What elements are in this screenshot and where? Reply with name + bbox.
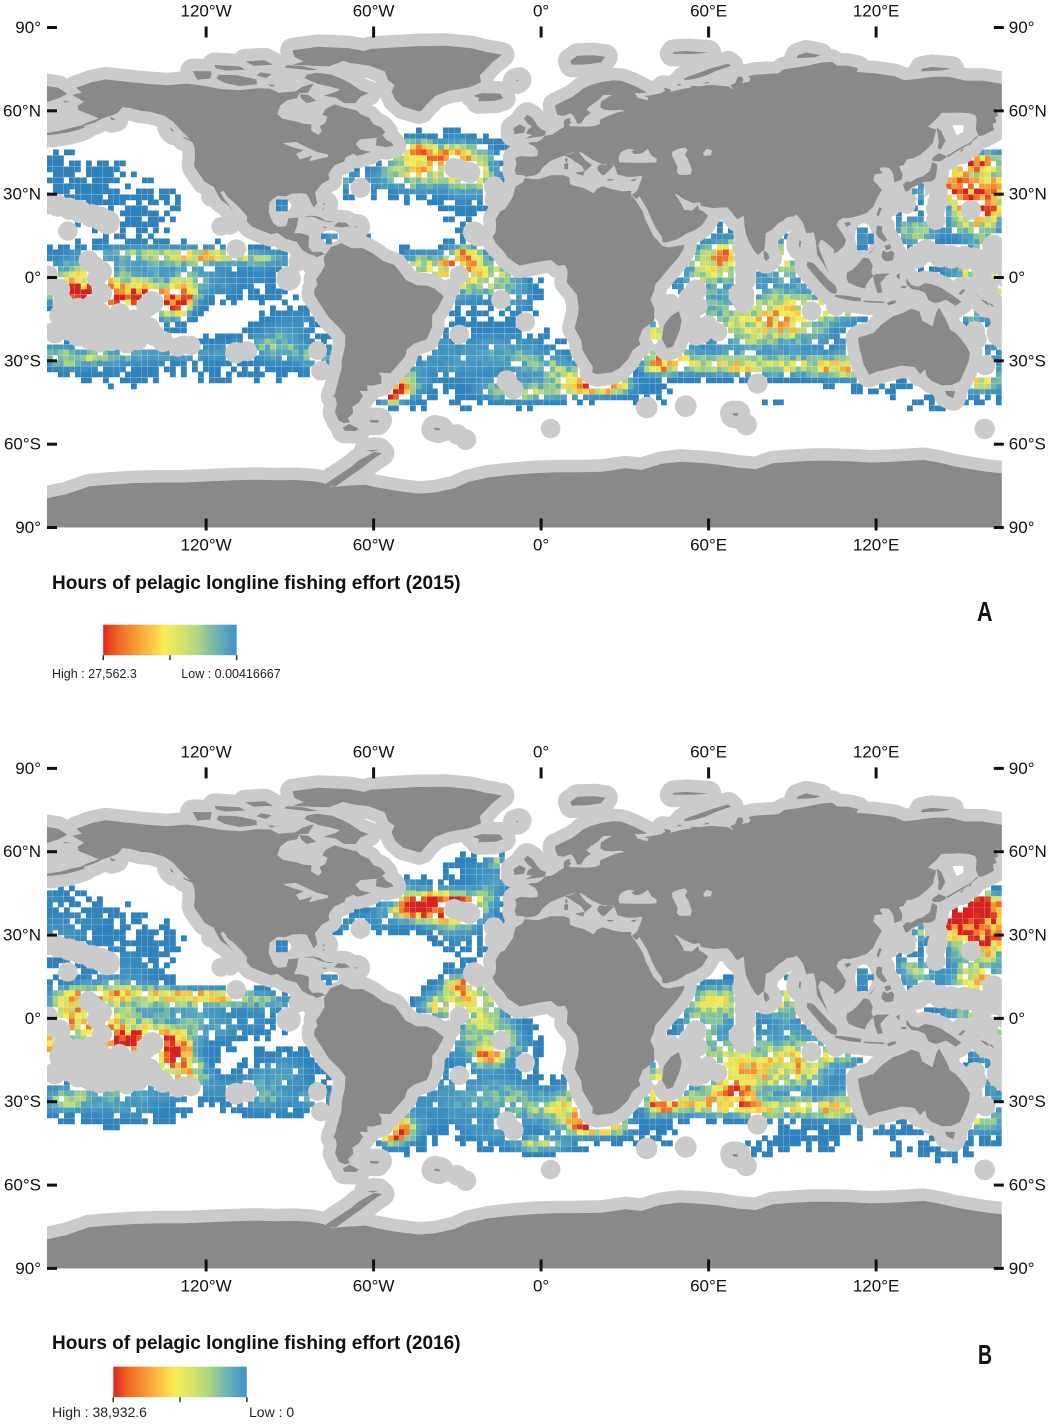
svg-text:90°: 90° bbox=[15, 518, 41, 537]
svg-text:Hours of pelagic longline fish: Hours of pelagic longline fishing effort… bbox=[52, 573, 461, 594]
svg-text:90°: 90° bbox=[15, 18, 41, 37]
svg-text:30°N: 30°N bbox=[3, 926, 41, 945]
svg-text:30°S: 30°S bbox=[1009, 351, 1046, 370]
svg-text:0°: 0° bbox=[533, 2, 549, 21]
svg-text:0°: 0° bbox=[25, 268, 41, 287]
svg-text:90°: 90° bbox=[1009, 518, 1035, 537]
svg-text:60°E: 60°E bbox=[690, 1276, 727, 1295]
svg-text:90°: 90° bbox=[1009, 759, 1035, 778]
svg-text:30°S: 30°S bbox=[4, 351, 41, 370]
svg-text:120°E: 120°E bbox=[853, 742, 900, 761]
svg-text:B: B bbox=[978, 1339, 992, 1370]
svg-text:60°E: 60°E bbox=[690, 536, 727, 555]
svg-text:60°W: 60°W bbox=[353, 742, 395, 761]
svg-text:60°E: 60°E bbox=[690, 742, 727, 761]
svg-text:60°S: 60°S bbox=[1009, 1176, 1046, 1195]
svg-text:60°W: 60°W bbox=[353, 1276, 395, 1295]
svg-text:0°: 0° bbox=[1009, 1009, 1025, 1028]
svg-text:120°W: 120°W bbox=[180, 742, 231, 761]
svg-text:0°: 0° bbox=[1009, 268, 1025, 287]
svg-text:60°S: 60°S bbox=[1009, 435, 1046, 454]
svg-text:60°N: 60°N bbox=[1009, 101, 1047, 120]
svg-text:High : 38,932.6: High : 38,932.6 bbox=[52, 1404, 147, 1420]
svg-text:Hours of pelagic longline fish: Hours of pelagic longline fishing effort… bbox=[52, 1333, 461, 1354]
svg-text:0°: 0° bbox=[533, 742, 549, 761]
svg-text:60°W: 60°W bbox=[353, 2, 395, 21]
svg-text:60°S: 60°S bbox=[4, 435, 41, 454]
svg-text:30°N: 30°N bbox=[1009, 926, 1047, 945]
svg-text:Low : 0.00416667: Low : 0.00416667 bbox=[181, 667, 280, 681]
svg-text:90°: 90° bbox=[1009, 18, 1035, 37]
svg-text:30°N: 30°N bbox=[3, 185, 41, 204]
svg-text:30°S: 30°S bbox=[1009, 1092, 1046, 1111]
svg-text:90°: 90° bbox=[15, 759, 41, 778]
svg-text:0°: 0° bbox=[533, 536, 549, 555]
svg-text:90°: 90° bbox=[15, 1259, 41, 1278]
svg-text:60°N: 60°N bbox=[1009, 842, 1047, 861]
svg-text:60°S: 60°S bbox=[4, 1176, 41, 1195]
svg-text:60°W: 60°W bbox=[353, 536, 395, 555]
svg-text:120°E: 120°E bbox=[853, 536, 900, 555]
svg-text:A: A bbox=[977, 596, 993, 627]
svg-text:30°S: 30°S bbox=[4, 1092, 41, 1111]
svg-text:60°N: 60°N bbox=[3, 101, 41, 120]
svg-text:120°W: 120°W bbox=[180, 1276, 231, 1295]
svg-text:120°E: 120°E bbox=[853, 2, 900, 21]
svg-text:120°W: 120°W bbox=[180, 2, 231, 21]
svg-text:High : 27,562.3: High : 27,562.3 bbox=[52, 667, 137, 681]
svg-text:120°E: 120°E bbox=[853, 1276, 900, 1295]
svg-text:30°N: 30°N bbox=[1009, 185, 1047, 204]
svg-text:Low : 0: Low : 0 bbox=[249, 1404, 294, 1420]
svg-text:60°E: 60°E bbox=[690, 2, 727, 21]
svg-text:60°N: 60°N bbox=[3, 842, 41, 861]
svg-text:0°: 0° bbox=[25, 1009, 41, 1028]
svg-text:0°: 0° bbox=[533, 1276, 549, 1295]
svg-text:90°: 90° bbox=[1009, 1259, 1035, 1278]
svg-text:120°W: 120°W bbox=[180, 536, 231, 555]
